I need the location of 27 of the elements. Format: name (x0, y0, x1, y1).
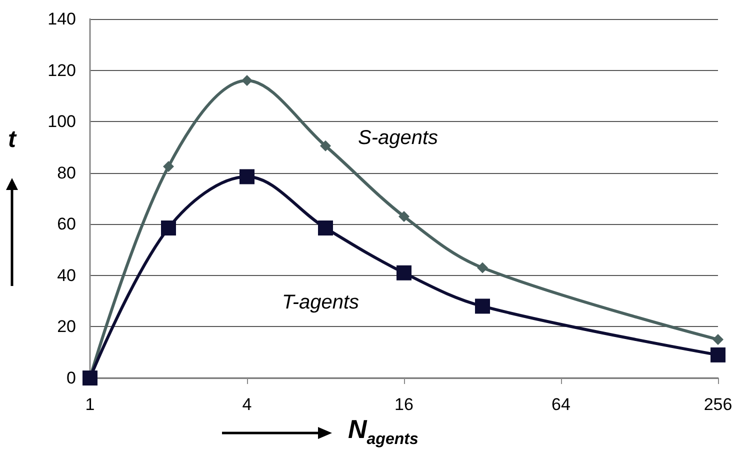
x-tick-label: 64 (552, 395, 570, 414)
series-label: S-agents (358, 126, 438, 149)
point (240, 169, 254, 184)
x-tick-label: 256 (704, 395, 732, 414)
y-tick-label: 0 (66, 368, 76, 388)
y-tick-label: 140 (48, 10, 76, 28)
point (475, 298, 490, 314)
x-tick-label: 4 (242, 395, 252, 414)
y-tick-label: 60 (57, 214, 76, 234)
point (398, 210, 410, 222)
x-axis-title: N$_{agents}$ (348, 414, 418, 449)
point (161, 220, 176, 236)
point (163, 160, 174, 172)
y-tick-label: 120 (48, 60, 76, 80)
point (318, 220, 333, 236)
x-tick-label: 1 (85, 395, 95, 414)
series-label: T-agents (282, 291, 360, 314)
y-axis-title: t (8, 126, 16, 154)
point (477, 262, 488, 274)
y-tick-label: 100 (48, 112, 76, 132)
y-tick-label: 20 (57, 317, 76, 336)
y-tick-label: 40 (57, 266, 76, 285)
point (320, 140, 331, 152)
y-tick-label: 80 (57, 163, 76, 182)
point (396, 265, 412, 280)
point (242, 75, 252, 86)
x-tick-label: 16 (394, 395, 414, 414)
